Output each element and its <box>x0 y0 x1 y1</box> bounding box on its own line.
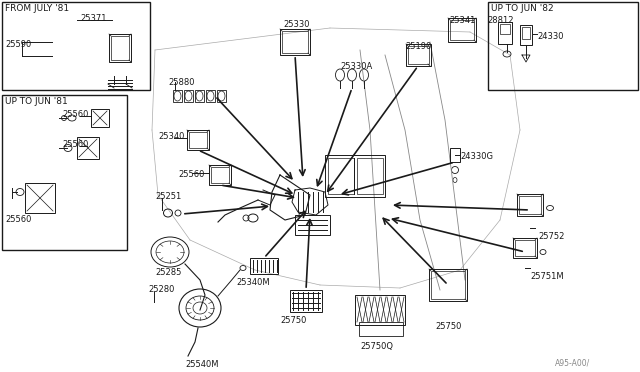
Bar <box>408 46 429 64</box>
Bar <box>217 90 226 102</box>
Bar <box>450 148 460 162</box>
Bar <box>209 165 231 185</box>
Bar <box>488 2 638 90</box>
Text: 25750: 25750 <box>435 322 461 331</box>
Bar <box>406 44 431 66</box>
Bar <box>282 31 308 53</box>
Text: FROM JULY '81: FROM JULY '81 <box>5 4 69 13</box>
Bar <box>429 269 467 301</box>
Bar <box>500 24 510 34</box>
Bar <box>328 158 354 194</box>
Text: A95-A00/: A95-A00/ <box>555 358 590 367</box>
Bar <box>91 109 109 127</box>
Text: 24330G: 24330G <box>460 152 493 161</box>
Bar <box>448 18 476 42</box>
Text: 25560: 25560 <box>62 110 88 119</box>
Text: 25590: 25590 <box>5 40 31 49</box>
Bar <box>187 130 209 150</box>
Bar <box>280 29 310 55</box>
Text: UP TO JUN '82: UP TO JUN '82 <box>491 4 554 13</box>
Bar <box>359 322 403 336</box>
Text: 25560: 25560 <box>178 170 204 179</box>
Bar <box>189 132 207 148</box>
Bar <box>513 238 537 258</box>
Text: 25330A: 25330A <box>340 62 372 71</box>
Text: 25371: 25371 <box>80 14 106 23</box>
Text: 25750Q: 25750Q <box>360 342 393 351</box>
Bar <box>325 155 385 197</box>
Bar <box>173 90 182 102</box>
Text: 25540M: 25540M <box>185 360 218 369</box>
Bar <box>211 167 229 183</box>
Bar <box>25 183 55 213</box>
Bar <box>295 215 330 235</box>
Text: 25880: 25880 <box>168 78 195 87</box>
Bar <box>2 95 127 250</box>
Text: 25752: 25752 <box>538 232 564 241</box>
Text: 25751M: 25751M <box>530 272 564 281</box>
Bar <box>431 271 465 299</box>
Text: 25340: 25340 <box>158 132 184 141</box>
Text: 25330: 25330 <box>283 20 310 29</box>
Bar <box>77 137 99 159</box>
Bar <box>515 240 535 256</box>
Bar <box>109 34 131 62</box>
Bar <box>250 258 278 274</box>
Bar <box>517 194 543 216</box>
Text: 25560: 25560 <box>62 140 88 149</box>
Text: 25341: 25341 <box>449 16 476 25</box>
Bar <box>498 22 512 44</box>
Bar <box>184 90 193 102</box>
Bar <box>111 36 129 60</box>
Text: 25560: 25560 <box>5 215 31 224</box>
Bar <box>195 90 204 102</box>
Bar <box>206 90 215 102</box>
Text: 25280: 25280 <box>148 285 174 294</box>
Text: 25750: 25750 <box>280 316 307 325</box>
Text: 25285: 25285 <box>155 268 181 277</box>
Text: 25340M: 25340M <box>236 278 269 287</box>
Text: 28812: 28812 <box>487 16 513 25</box>
Text: 25251: 25251 <box>155 192 181 201</box>
Bar <box>522 27 530 39</box>
Bar <box>450 20 474 40</box>
Text: UP TO JUN '81: UP TO JUN '81 <box>5 97 68 106</box>
Bar <box>520 25 532 45</box>
Bar <box>2 2 150 90</box>
Bar <box>357 158 383 194</box>
Text: 25190: 25190 <box>405 42 431 51</box>
Bar <box>355 295 405 325</box>
Bar <box>519 196 541 214</box>
Bar <box>290 290 322 312</box>
Text: 24330: 24330 <box>537 32 563 41</box>
